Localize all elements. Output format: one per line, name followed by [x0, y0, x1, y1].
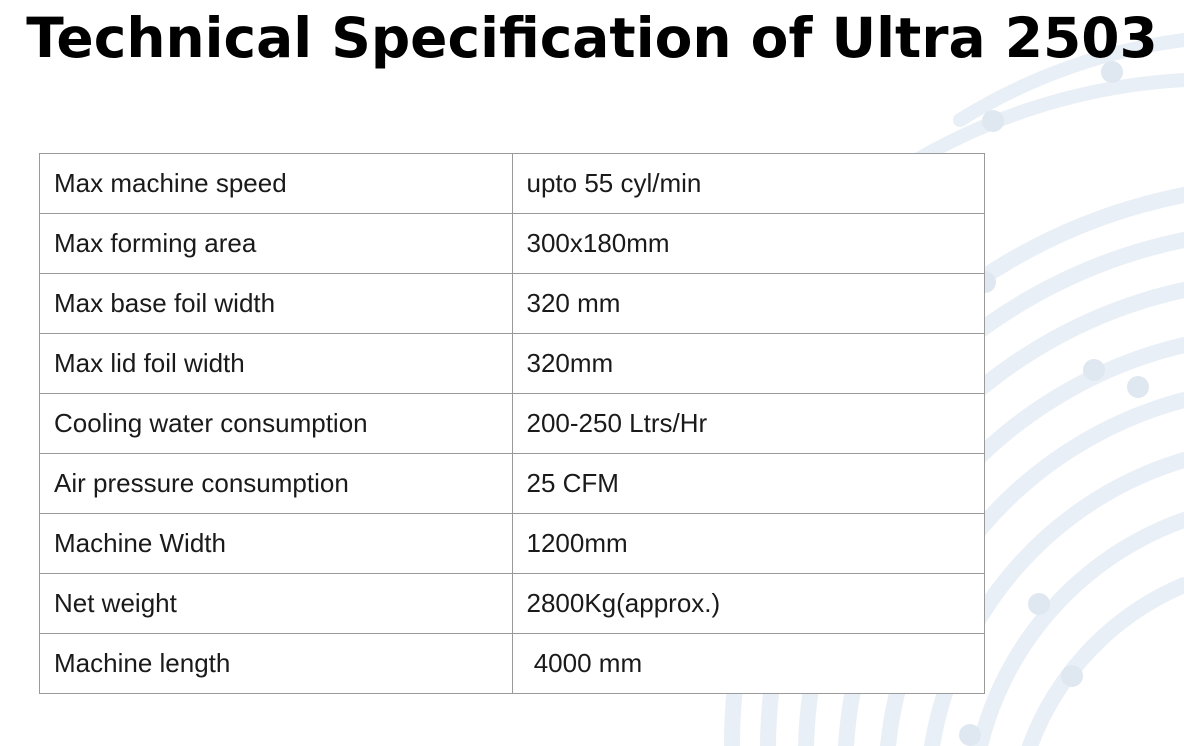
background-dot	[1127, 376, 1149, 398]
spec-table: Max machine speed upto 55 cyl/min Max fo…	[39, 153, 985, 694]
spec-label: Net weight	[39, 573, 513, 634]
spec-value: 2800Kg(approx.)	[511, 573, 985, 634]
table-row: Net weight 2800Kg(approx.)	[39, 573, 985, 634]
spec-value: 320 mm	[511, 273, 985, 334]
background-arc	[972, 512, 1184, 746]
background-dot	[1061, 665, 1083, 687]
background-arc	[893, 73, 1184, 177]
background-dot	[1028, 593, 1050, 615]
table-row: Machine length 4000 mm	[39, 633, 985, 694]
spec-label: Max machine speed	[39, 153, 513, 214]
table-row: Machine Width 1200mm	[39, 513, 985, 574]
background-dot	[982, 110, 1004, 132]
table-row: Max base foil width 320 mm	[39, 273, 985, 334]
spec-label: Cooling water consumption	[39, 393, 513, 454]
spec-value: 200-250 Ltrs/Hr	[511, 393, 985, 454]
background-dot	[959, 724, 981, 746]
background-dot	[1083, 359, 1105, 381]
table-row: Cooling water consumption 200-250 Ltrs/H…	[39, 393, 985, 454]
page-title: Technical Specification of Ultra 2503	[26, 6, 1158, 70]
table-row: Max machine speed upto 55 cyl/min	[39, 153, 985, 214]
table-row: Max lid foil width 320mm	[39, 333, 985, 394]
table-row: Air pressure consumption 25 CFM	[39, 453, 985, 514]
spec-label: Machine length	[39, 633, 513, 694]
spec-label: Max base foil width	[39, 273, 513, 334]
spec-value: 1200mm	[511, 513, 985, 574]
spec-value: 4000 mm	[511, 633, 985, 694]
spec-value: upto 55 cyl/min	[511, 153, 985, 214]
table-row: Max forming area 300x180mm	[39, 213, 985, 274]
spec-value: 300x180mm	[511, 213, 985, 274]
spec-value: 320mm	[511, 333, 985, 394]
background-dot	[1101, 61, 1123, 83]
spec-label: Max lid foil width	[39, 333, 513, 394]
background-arc	[1022, 577, 1184, 746]
spec-label: Machine Width	[39, 513, 513, 574]
spec-value: 25 CFM	[511, 453, 985, 514]
spec-label: Air pressure consumption	[39, 453, 513, 514]
spec-label: Max forming area	[39, 213, 513, 274]
background-arc	[953, 33, 1184, 127]
